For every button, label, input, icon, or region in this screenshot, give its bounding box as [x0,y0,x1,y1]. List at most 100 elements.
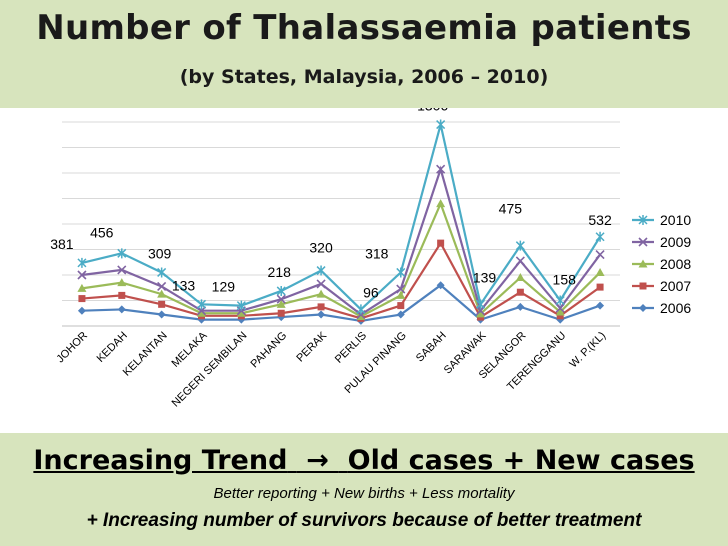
data-point-2007 [158,300,166,308]
data-point-2007 [596,283,604,291]
data-point-2008 [476,309,485,318]
data-point-2009 [77,270,87,280]
right-arrow-icon: → [296,445,339,476]
x-tick-label: SABAH [414,330,449,365]
data-point-2007 [118,291,126,299]
data-label: 129 [212,279,236,295]
data-point-2007 [317,303,325,311]
series-line-2010 [81,124,602,311]
data-label: 532 [588,212,612,228]
data-point-2007 [556,312,564,320]
data-point-2009 [276,294,286,304]
series-line-2009 [81,165,601,316]
data-label: 381 [50,236,74,252]
data-label: 133 [172,277,196,293]
data-point-2010 [117,248,127,259]
legend-label: 2007 [660,278,691,294]
data-point-2010 [475,299,486,310]
x-tick-label: PAHANG [249,330,290,371]
data-point-2008 [595,267,605,276]
data-point-2006 [317,310,326,319]
data-point-2008 [197,308,206,317]
trend-right-text: Old cases + New cases [347,445,695,476]
data-point-2010 [157,267,167,278]
legend-marker-2009 [638,237,648,247]
data-point-2006 [117,305,126,314]
data-point-2008 [555,307,565,316]
legend-marker-2006 [639,304,647,312]
data-point-2010 [196,299,207,310]
data-label: 320 [309,240,333,256]
data-point-2007 [78,295,86,303]
legend-marker-2008 [638,259,648,268]
data-point-2010 [396,267,406,278]
legend-marker-2007 [639,282,647,290]
data-point-2008 [276,299,286,308]
data-point-2007 [516,288,524,296]
x-tick-label: NEGERI SEMBILAN [170,330,250,410]
data-point-2007 [437,239,445,247]
legend-label: 2009 [660,234,691,250]
survivors-note: + Increasing number of survivors because… [86,510,642,531]
data-label: 158 [553,272,577,288]
series-line-2007 [81,240,601,320]
data-point-2008 [356,311,366,320]
legend-label: 2006 [660,300,691,316]
x-tick-label: PERAK [294,329,329,364]
data-label: 96 [363,284,379,300]
x-tick-label: MELAKA [170,329,211,370]
data-label: 1306 [417,108,448,114]
data-point-2008 [77,283,87,292]
data-point-2007 [397,302,405,310]
data-point-2006 [157,310,166,319]
legend-marker-2010 [638,215,648,225]
data-point-2008 [236,308,246,317]
legend-label: 2008 [660,256,691,272]
data-point-2009 [316,279,326,289]
data-point-2008 [396,290,406,299]
page-subtitle: (by States, Malaysia, 2006 – 2010) [179,66,549,88]
data-point-2006 [516,302,525,311]
data-point-2009 [595,250,605,260]
data-point-2009 [396,284,406,294]
data-point-2008 [436,199,446,208]
x-tick-label: KEDAH [95,330,130,365]
series-line-2008 [81,200,601,318]
title-band: Number of Thalassaemia patients (by Stat… [0,0,728,108]
data-point-2006 [396,310,405,319]
data-point-2007 [277,309,285,317]
data-label: 456 [90,224,114,240]
x-tick-label: W. P.(KL) [567,330,608,371]
summary-band: Increasing Trend → Old cases + New cases… [0,433,728,546]
data-point-2006 [77,306,86,315]
data-point-2010 [595,231,605,242]
chart-area: JOHOR KEDAH KELANTAN MELAKA NEGERI SEMBILAN P… [0,108,728,433]
data-point-2010 [276,285,286,296]
data-point-2009 [555,303,565,313]
data-label: 218 [268,264,292,280]
series-line-2006 [81,283,601,323]
contributing-factors: Better reporting + New births + Less mor… [213,485,515,502]
data-point-2010 [236,300,246,311]
data-point-2008 [515,273,525,282]
data-label: 475 [499,201,523,217]
data-point-2009 [436,164,446,174]
data-label: 318 [365,245,389,261]
data-point-2008 [157,289,167,298]
data-point-2010 [555,295,565,306]
data-point-2006 [436,281,445,290]
x-tick-label: JOHOR [54,330,90,366]
data-point-2010 [356,304,366,315]
data-point-2009 [157,281,167,292]
page-title: Number of Thalassaemia patients [36,8,692,48]
x-tick-label: PERLIS [333,330,369,366]
trend-left-text: Increasing Trend [33,445,288,476]
data-point-2006 [596,301,605,310]
data-point-2009 [117,265,127,275]
data-point-2008 [117,278,127,287]
data-point-2008 [316,289,326,298]
data-point-2010 [436,119,446,130]
data-point-2010 [77,257,87,268]
trend-statement: Increasing Trend → Old cases + New cases [0,445,728,476]
